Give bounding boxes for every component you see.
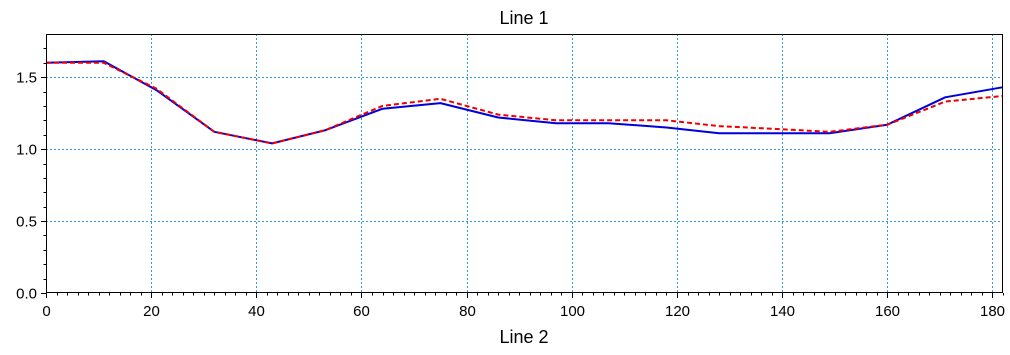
x-tick-label: 60 — [353, 303, 370, 320]
y-tick-label: 1.5 — [16, 70, 37, 87]
x-tick-label: 180 — [980, 303, 1005, 320]
x-tick-label: 100 — [560, 303, 585, 320]
x-tick-label: 20 — [143, 303, 160, 320]
x-tick-label: 120 — [665, 303, 690, 320]
y-tick-label: 0.5 — [16, 214, 37, 231]
x-tick-label: 160 — [875, 303, 900, 320]
y-tick-label: 1.0 — [16, 142, 37, 159]
series-layer — [45, 60, 1004, 145]
x-tick-label: 140 — [770, 303, 795, 320]
x-tick-label: 40 — [248, 303, 265, 320]
series-line-1 — [45, 60, 1004, 145]
grid — [46, 34, 1003, 293]
y-tick-label: 0.0 — [16, 286, 37, 303]
plot-frame — [46, 34, 1003, 293]
axes: 0 20 40 60 80 100 120 140 160 180 0.0 0.5 1.0 1.5 — [16, 34, 1005, 320]
x-tick-label: 80 — [459, 303, 476, 320]
chart-title: Line 1 — [499, 8, 548, 28]
x-axis-label: Line 2 — [499, 327, 548, 347]
series-line-2 — [46, 61, 1004, 145]
x-tick-label: 0 — [42, 303, 50, 320]
